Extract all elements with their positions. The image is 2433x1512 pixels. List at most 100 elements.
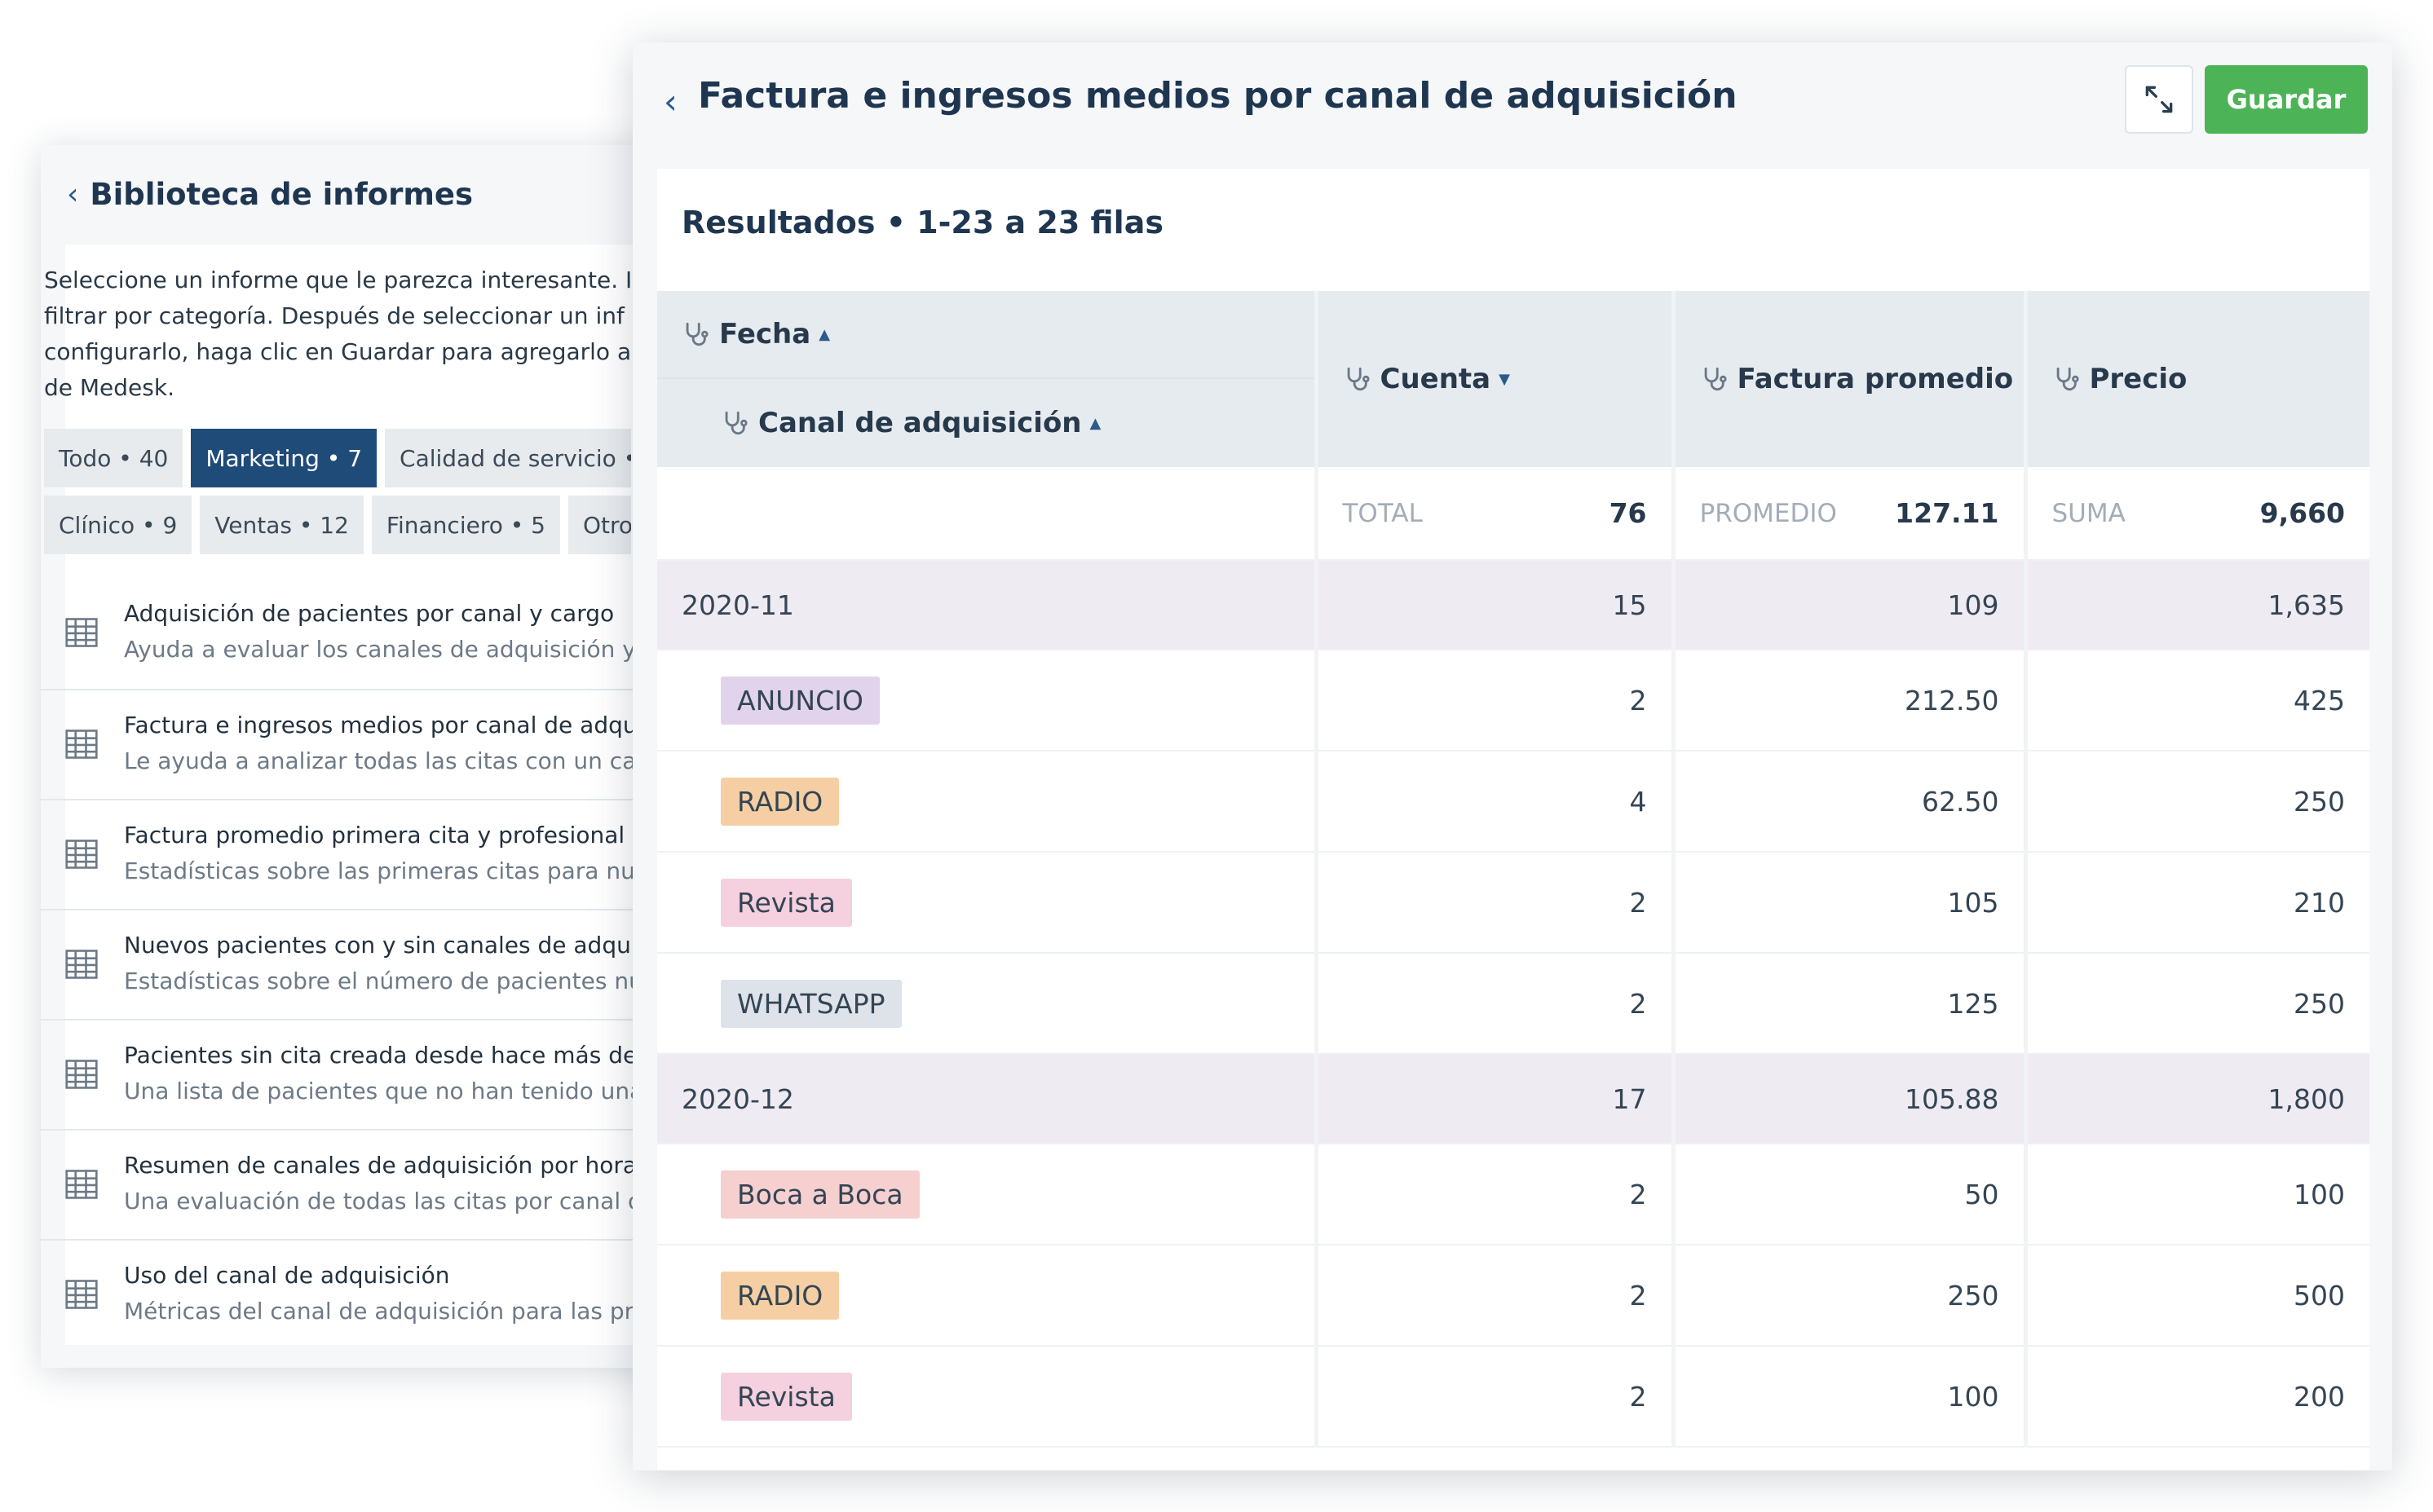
- precio-cell: 250: [2294, 987, 2345, 1020]
- report-title: Resumen de canales de adquisición por ho…: [124, 1152, 634, 1179]
- library-header: ‹ Biblioteca de informes: [41, 145, 693, 243]
- description-line: filtrar por categoría. Después de selecc…: [44, 302, 625, 329]
- aggregate-label: TOTAL: [1342, 498, 1423, 528]
- column-canal[interactable]: Canal de adquisición ▲: [657, 379, 1314, 467]
- channel-tag: RADIO: [721, 777, 840, 826]
- channel-row: ANUNCIO 2 212.50 425: [657, 650, 2369, 751]
- date-cell: 2020-12: [657, 1054, 1318, 1144]
- date-group-row: 2020-12 17 105.88 1,800: [657, 1054, 2369, 1144]
- category-filter-row: Clínico • 9 Ventas • 12 Financiero • 5 O…: [44, 496, 631, 554]
- cuenta-cell: 17: [1316, 1054, 1676, 1144]
- results-card: Resultados • 1-23 a 23 filas Fecha ▲: [657, 169, 2369, 1470]
- channel-tag: Boca a Boca: [721, 1170, 920, 1219]
- report-subtitle: Una evaluación de todas las citas por ca…: [124, 1188, 634, 1214]
- page-title: Factura e ingresos medios por canal de a…: [698, 75, 1738, 117]
- totals-row: TOTAL 76 PROMEDIO 127.11 SUMA 9,660: [657, 467, 2369, 560]
- aggregate-label: SUMA: [2051, 498, 2126, 528]
- column-label: Fecha: [719, 318, 811, 350]
- cuenta-cell: 2: [1316, 1144, 1676, 1245]
- chevron-left-icon[interactable]: ‹: [664, 82, 678, 121]
- column-label: Canal de adquisición: [758, 407, 1082, 439]
- stethoscope-icon: [1704, 367, 1727, 391]
- channel-row: WHATSAPP 2 125 250: [657, 953, 2369, 1054]
- date-cell: 2020-11: [657, 560, 1318, 650]
- channel-cell: ANUNCIO: [657, 650, 1318, 751]
- column-fecha[interactable]: Fecha ▲: [657, 291, 1314, 379]
- precio-cell: 100: [2294, 1178, 2345, 1210]
- report-title: Factura e ingresos medios por canal de a…: [124, 712, 634, 738]
- report-subtitle: Una lista de pacientes que no han tenido…: [124, 1078, 634, 1104]
- column-label: Cuenta: [1380, 363, 1491, 395]
- column-cuenta[interactable]: Cuenta ▼: [1316, 291, 1676, 467]
- channel-cell: Revista: [657, 852, 1318, 953]
- description-line: de Medesk.: [44, 374, 174, 401]
- cuenta-cell: 2: [1316, 1245, 1676, 1346]
- chip-financiero[interactable]: Financiero • 5: [371, 496, 560, 554]
- aggregate-value: 9,660: [2259, 497, 2345, 529]
- save-button[interactable]: Guardar: [2205, 65, 2368, 134]
- results-table: Fecha ▲ Canal de adquisición ▲ Cuenta: [657, 291, 2369, 1448]
- column-precio[interactable]: Precio: [2025, 291, 2369, 467]
- report-list-item[interactable]: Resumen de canales de adquisición por ho…: [39, 1129, 634, 1239]
- precio-cell: 210: [2294, 886, 2345, 919]
- report-title: Factura promedio primera cita y profesio…: [124, 822, 625, 849]
- factura-cell: 109: [1673, 560, 2028, 650]
- report-list-item[interactable]: Adquisición de pacientes por canal y car…: [39, 579, 634, 689]
- totals-precio: SUMA 9,660: [2025, 467, 2369, 560]
- results-title: Resultados • 1-23 a 23 filas: [682, 205, 1164, 240]
- column-factura-promedio[interactable]: Factura promedio: [1673, 291, 2028, 467]
- report-subtitle: Estadísticas sobre el número de paciente…: [124, 968, 634, 994]
- channel-tag: ANUNCIO: [721, 676, 880, 725]
- totals-factura: PROMEDIO 127.11: [1673, 467, 2028, 560]
- column-label: Factura promedio: [1737, 363, 2014, 395]
- report-list-item[interactable]: Uso del canal de adquisición Métricas del…: [39, 1239, 634, 1349]
- aggregate-value: 127.11: [1895, 497, 1999, 529]
- channel-tag: Revista: [721, 878, 852, 927]
- report-list-item[interactable]: Pacientes sin cita creada desde hace más…: [39, 1019, 634, 1129]
- cuenta-cell: 2: [1316, 1346, 1676, 1447]
- chip-marketing[interactable]: Marketing • 7: [191, 429, 378, 487]
- chevron-left-icon[interactable]: ‹: [67, 177, 79, 211]
- stethoscope-icon: [2056, 367, 2079, 391]
- table-icon: [64, 1166, 99, 1202]
- aggregate-value: 76: [1609, 497, 1647, 529]
- chip-clinico[interactable]: Clínico • 9: [44, 496, 192, 554]
- channel-cell: RADIO: [657, 1245, 1318, 1346]
- report-list: Adquisición de pacientes por canal y car…: [39, 579, 634, 1349]
- channel-tag: Revista: [721, 1372, 852, 1421]
- date-group-row: 2020-11 15 109 1,635: [657, 560, 2369, 650]
- chip-otro[interactable]: Otro: [567, 496, 631, 554]
- stethoscope-icon: [1347, 367, 1370, 391]
- factura-cell: 100: [1673, 1346, 2028, 1447]
- chip-todo[interactable]: Todo • 40: [44, 429, 183, 487]
- factura-cell: 125: [1673, 953, 2028, 1054]
- cuenta-cell: 4: [1316, 751, 1676, 852]
- table-icon: [64, 615, 99, 650]
- report-title: Uso del canal de adquisición: [124, 1262, 450, 1289]
- expand-button[interactable]: [2125, 65, 2193, 134]
- library-title: Biblioteca de informes: [90, 176, 474, 212]
- report-list-item[interactable]: Factura promedio primera cita y profesio…: [39, 799, 634, 909]
- factura-cell: 212.50: [1673, 650, 2028, 751]
- precio-cell: 500: [2294, 1279, 2345, 1311]
- expand-icon: [2145, 86, 2173, 113]
- sort-desc-icon: ▼: [1499, 370, 1510, 388]
- channel-row: Revista 2 100 200: [657, 1346, 2369, 1447]
- table-icon: [64, 946, 99, 982]
- sort-asc-icon: ▲: [1089, 414, 1102, 432]
- chip-ventas[interactable]: Ventas • 12: [200, 496, 364, 554]
- precio-cell: 250: [2294, 785, 2345, 818]
- table-icon: [64, 1056, 99, 1092]
- detail-header: ‹ Factura e ingresos medios por canal de…: [633, 42, 2392, 169]
- description-line: Seleccione un informe que le parezca int…: [44, 267, 633, 293]
- category-filter-row: Todo • 40 Marketing • 7 Calidad de servi…: [44, 429, 631, 487]
- channel-row: RADIO 2 250 500: [657, 1245, 2369, 1346]
- precio-cell: 1,635: [2025, 560, 2369, 650]
- report-subtitle: Métricas del canal de adquisición para l…: [124, 1298, 634, 1325]
- chip-calidad-servicio[interactable]: Calidad de servicio •: [385, 429, 631, 487]
- report-list-item[interactable]: Factura e ingresos medios por canal de a…: [39, 689, 634, 799]
- report-list-item[interactable]: Nuevos pacientes con y sin canales de ad…: [39, 909, 634, 1019]
- column-fecha-canal: Fecha ▲ Canal de adquisición ▲: [657, 291, 1318, 467]
- totals-cuenta: TOTAL 76: [1316, 467, 1676, 560]
- channel-row: RADIO 4 62.50 250: [657, 751, 2369, 852]
